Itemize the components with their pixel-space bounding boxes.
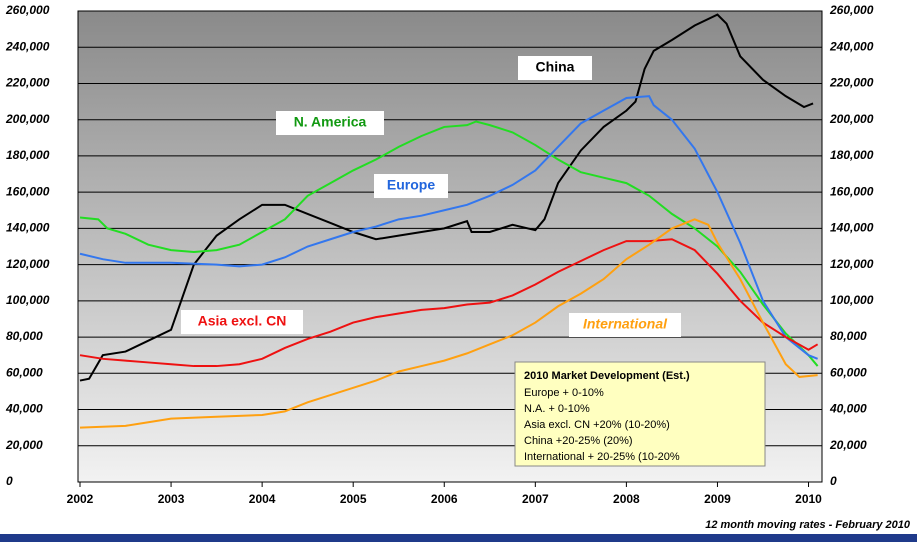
y2-tick-label: 140,000 (830, 221, 874, 235)
series-line (79, 218, 818, 429)
annotation-line: Asia excl. CN +20% (10-20%) (524, 419, 670, 431)
y2-tick-label: 100,000 (830, 293, 874, 307)
series-label-box (518, 56, 592, 80)
y2-tick-label: 40,000 (829, 402, 867, 416)
footnote: 12 month moving rates - February 2010 (705, 519, 911, 531)
y2-tick-label: 160,000 (830, 184, 874, 198)
y2-tick-label: 240,000 (829, 39, 874, 53)
y2-tick-label: 60,000 (830, 365, 867, 379)
series-label-box (276, 111, 384, 135)
y2-tick-label: 20,000 (829, 438, 867, 452)
y2-tick-label: 180,000 (830, 148, 874, 162)
y2-tick-label: 200,000 (829, 112, 874, 126)
series-label: N. America (294, 114, 367, 130)
footer-band (0, 534, 917, 542)
series-line (79, 238, 819, 368)
y-tick-label: 20,000 (5, 438, 43, 452)
annotation-line: N.A. + 0-10% (524, 403, 590, 415)
x-tick-label: 2003 (158, 492, 185, 506)
y-tick-label: 100,000 (6, 293, 50, 307)
y-tick-label: 180,000 (6, 148, 50, 162)
series-label: Asia excl. CN (198, 313, 287, 329)
y-tick-label: 140,000 (6, 221, 50, 235)
x-tick-label: 2009 (704, 492, 731, 506)
x-tick-label: 2010 (795, 492, 822, 506)
series-label-box (181, 310, 303, 334)
x-tick-label: 2005 (340, 492, 367, 506)
series-label: China (536, 59, 575, 75)
y2-tick-label: 260,000 (829, 3, 874, 17)
series-label-box (374, 174, 448, 198)
annotation-title: 2010 Market Development (Est.) (524, 370, 690, 382)
y-tick-label: 240,000 (5, 39, 50, 53)
x-tick-label: 2007 (522, 492, 549, 506)
y-tick-label: 220,000 (5, 76, 50, 90)
series-line (79, 120, 819, 367)
y2-tick-label: 0 (830, 474, 837, 488)
y2-tick-label: 120,000 (830, 257, 874, 271)
y-tick-label: 120,000 (6, 257, 50, 271)
annotation-line: International + 20-25% (10-20% (524, 451, 680, 463)
series-label: International (583, 316, 668, 332)
y-tick-label: 60,000 (6, 365, 43, 379)
y-tick-label: 260,000 (5, 3, 50, 17)
x-tick-label: 2004 (249, 492, 276, 506)
annotation-box (514, 361, 766, 467)
annotation-line: China +20-25% (20%) (524, 435, 633, 447)
annotation-line: Europe + 0-10% (524, 387, 604, 399)
y-tick-label: 0 (6, 474, 13, 488)
series-label: Europe (387, 177, 435, 193)
x-tick-label: 2008 (613, 492, 640, 506)
y-tick-label: 40,000 (5, 402, 43, 416)
y-tick-label: 160,000 (6, 184, 50, 198)
y2-tick-label: 80,000 (830, 329, 867, 343)
series-line (79, 95, 818, 360)
y-tick-label: 200,000 (5, 112, 50, 126)
series-label-box (569, 313, 681, 337)
x-tick-label: 2006 (431, 492, 458, 506)
x-tick-label: 2002 (67, 492, 94, 506)
y2-tick-label: 220,000 (829, 76, 874, 90)
y-tick-label: 80,000 (6, 329, 43, 343)
